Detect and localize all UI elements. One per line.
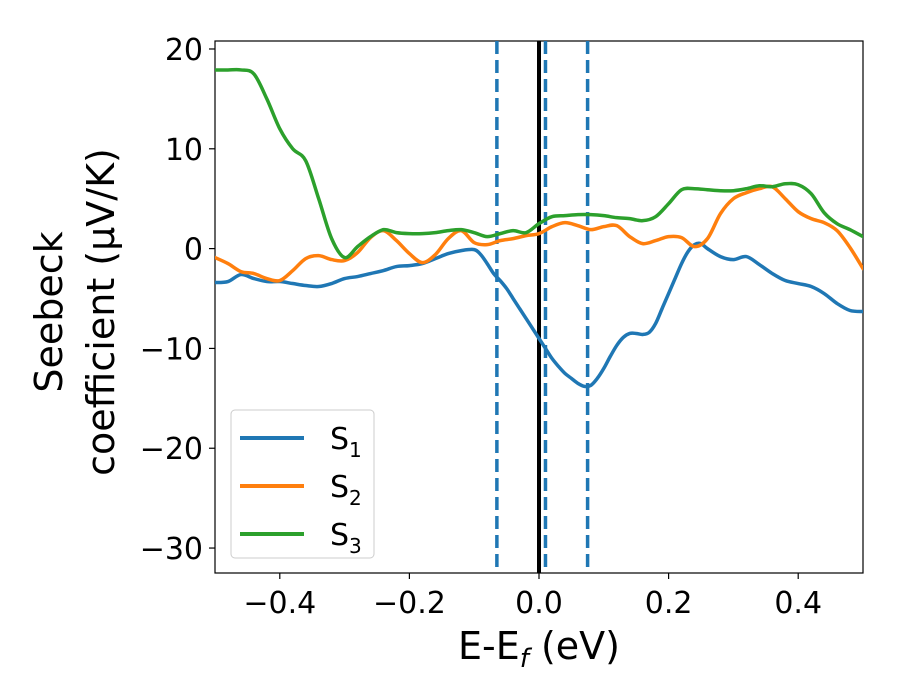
y-tick-label: 20 [165,33,203,68]
series-lines [215,67,863,389]
y-axis-label-line2: coefficient (μV/K) [79,148,123,476]
x-tick-label: 0.2 [645,586,693,621]
series-line-3 [215,67,863,260]
legend-label-1: S1 [330,422,362,462]
x-tick-label: −0.4 [243,586,316,621]
legend-label-2: S2 [330,470,362,510]
x-tick-label: 0.4 [774,586,822,621]
y-tick-label: 10 [165,133,203,168]
y-tick-label: −30 [140,532,203,567]
x-tick-label: 0.0 [515,586,563,621]
series-line-1 [215,241,863,389]
y-axis-label-line1: Seebeck [27,231,71,392]
legend: S1 S2 S3 [230,409,375,559]
y-tick-label: 0 [184,233,203,268]
x-tick-label: −0.2 [373,586,446,621]
series-line-2 [215,184,863,283]
y-tick-label: −20 [140,432,203,467]
x-axis-label-main: E-E [458,624,520,668]
x-axis-label: E-Ef (eV) [458,624,620,674]
x-axis: −0.4 −0.2 0.0 0.2 0.4 [243,573,822,621]
y-axis: −30 −20 −10 0 10 20 [140,33,215,567]
y-tick-label: −10 [140,332,203,367]
vertical-reference-lines [495,41,590,573]
legend-label-3: S3 [330,518,362,558]
x-axis-label-unit: (eV) [529,624,620,668]
